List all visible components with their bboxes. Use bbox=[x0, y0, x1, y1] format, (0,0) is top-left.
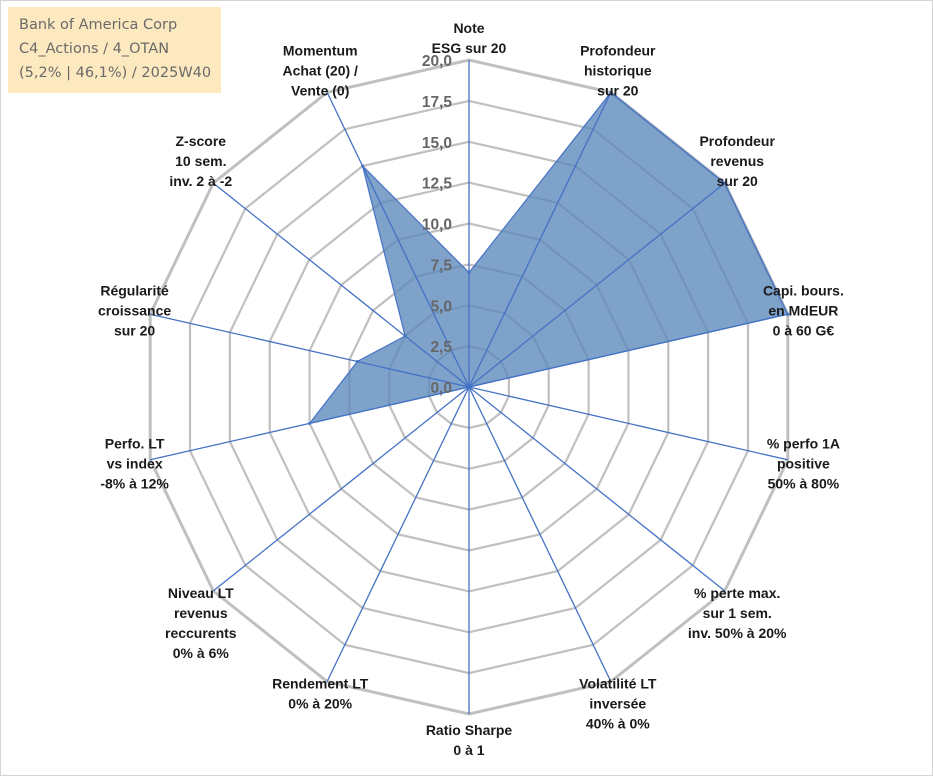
tick-label: 7,5 bbox=[430, 257, 452, 274]
axis-label: Profondeur historique sur 20 bbox=[580, 42, 656, 98]
tick-label: 2,5 bbox=[430, 339, 452, 356]
data-point bbox=[609, 90, 613, 94]
axis-label-line: Achat (20) / bbox=[282, 62, 358, 78]
axis-label-line: Profondeur bbox=[699, 133, 775, 149]
axis-label: Z-score 10 sem. inv. 2 à -2 bbox=[169, 133, 232, 189]
axis-label-line: Volatilité LT bbox=[579, 676, 657, 692]
axis-label-line: sur 1 sem. bbox=[703, 605, 772, 621]
axis-label-line: 50% à 80% bbox=[768, 475, 840, 491]
axis-label: Momentum Achat (20) / Vente (0) bbox=[282, 42, 358, 98]
axis-label-line: revenus bbox=[174, 605, 228, 621]
axis-label-line: inv. 50% à 20% bbox=[688, 625, 787, 641]
tick-label: 17,5 bbox=[422, 94, 453, 111]
axis-label-line: Vente (0) bbox=[291, 82, 349, 98]
axis-label: Niveau LT revenus reccurents 0% à 6% bbox=[165, 585, 237, 661]
tick-label: 0,0 bbox=[430, 380, 452, 397]
axis-label-line: Niveau LT bbox=[168, 585, 234, 601]
axis-spoke bbox=[468, 92, 612, 388]
axis-label-line: Régularité bbox=[100, 283, 169, 299]
info-stats: (5,2% | 46,1%) / 2025W40 bbox=[19, 65, 212, 81]
axis-label-line: en MdEUR bbox=[768, 303, 838, 319]
data-point bbox=[467, 385, 471, 389]
axis-spoke bbox=[468, 386, 726, 592]
axis-label: Rendement LT 0% à 20% bbox=[272, 676, 369, 712]
axis-label-line: % perfo 1A bbox=[767, 435, 840, 451]
axis-label: Perfo. LT vs index -8% à 12% bbox=[100, 435, 169, 491]
axis-label-line: positive bbox=[777, 455, 830, 471]
axis-label-line: historique bbox=[584, 62, 652, 78]
tick-label: 20,0 bbox=[422, 53, 452, 70]
tick-label: 5,0 bbox=[430, 298, 452, 315]
axis-label-line: Capi. bours. bbox=[763, 283, 844, 299]
axis-label-line: 40% à 0% bbox=[586, 716, 650, 732]
tick-label: 12,5 bbox=[422, 176, 453, 193]
axis-label-line: croissance bbox=[98, 303, 171, 319]
axis-label-line: 0% à 20% bbox=[288, 696, 352, 712]
data-point bbox=[355, 360, 359, 363]
axis-spoke bbox=[468, 182, 726, 388]
data-point bbox=[403, 334, 407, 338]
axis-label-line: inv. 2 à -2 bbox=[169, 173, 232, 189]
tick-label: 15,0 bbox=[422, 135, 452, 152]
axis-label-line: revenus bbox=[710, 153, 764, 169]
axis-label-line: sur 20 bbox=[114, 323, 155, 339]
data-point bbox=[467, 271, 471, 275]
axis-spoke bbox=[468, 313, 788, 388]
axis-label-line: Note bbox=[453, 20, 484, 36]
axis-label-line: ESG sur 20 bbox=[432, 40, 507, 56]
data-point bbox=[723, 181, 727, 185]
axis-label: Profondeur revenus sur 20 bbox=[699, 133, 775, 189]
axis-label-line: 0 à 60 G€ bbox=[773, 323, 835, 339]
axis-label-line: % perte max. bbox=[694, 585, 780, 601]
axis-label: Volatilité LT inversée 40% à 0% bbox=[579, 676, 657, 732]
axis-label-line: 10 sem. bbox=[175, 153, 226, 169]
data-point bbox=[361, 164, 365, 168]
axis-spoke bbox=[468, 386, 788, 461]
axis-label: % perfo 1A positive 50% à 80% bbox=[767, 435, 840, 491]
axis-label-line: 0 à 1 bbox=[453, 742, 484, 758]
axis-label-line: reccurents bbox=[165, 625, 237, 641]
axis-label-line: Ratio Sharpe bbox=[426, 722, 513, 738]
axis-label: Ratio Sharpe 0 à 1 bbox=[426, 722, 513, 758]
axis-label: Note ESG sur 20 bbox=[432, 20, 507, 56]
data-point bbox=[308, 421, 312, 425]
axis-label-line: Profondeur bbox=[580, 42, 656, 58]
axis-label-line: sur 20 bbox=[597, 82, 638, 98]
axis-label: Capi. bours. en MdEUR 0 à 60 G€ bbox=[763, 283, 844, 339]
axis-label-line: -8% à 12% bbox=[100, 475, 169, 491]
tick-label: 10,0 bbox=[422, 217, 452, 234]
axis-spoke bbox=[326, 92, 470, 388]
axis-label-line: sur 20 bbox=[717, 173, 758, 189]
axis-label: Régularité croissance sur 20 bbox=[98, 283, 171, 339]
axis-label-line: 0% à 6% bbox=[173, 645, 230, 661]
axis-spoke bbox=[212, 182, 470, 388]
axis-spoke bbox=[326, 386, 470, 682]
axis-spoke bbox=[212, 386, 470, 592]
data-point bbox=[786, 312, 790, 316]
info-box: Bank of America Corp C4_Actions / 4_OTAN… bbox=[8, 7, 221, 93]
axis-spoke bbox=[468, 386, 612, 682]
axis-spoke bbox=[150, 313, 470, 388]
axis-label-line: Z-score bbox=[176, 133, 227, 149]
info-company: Bank of America Corp bbox=[19, 17, 178, 33]
axis-label: % perte max. sur 1 sem. inv. 50% à 20% bbox=[688, 585, 787, 641]
info-category: C4_Actions / 4_OTAN bbox=[19, 41, 170, 57]
axis-label-line: Perfo. LT bbox=[105, 435, 165, 451]
axis-label-line: inversée bbox=[589, 696, 646, 712]
axis-label-line: Momentum bbox=[283, 42, 358, 58]
axis-label-line: Rendement LT bbox=[272, 676, 369, 692]
axis-label-line: vs index bbox=[107, 455, 163, 471]
